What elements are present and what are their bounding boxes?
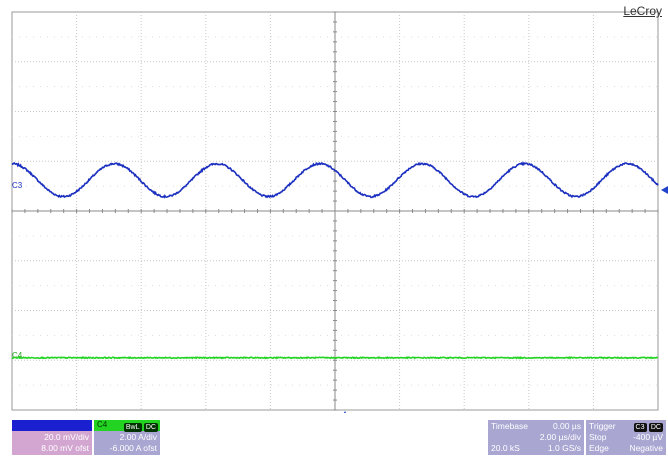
trigger-level: -400 µV bbox=[633, 432, 663, 442]
trigger-coupling-badge: DC bbox=[648, 423, 663, 432]
c4-coupling-badge: DC bbox=[143, 423, 158, 432]
brand-logo: LeCroy bbox=[623, 4, 662, 18]
c4-trace-marker-label: C4 bbox=[12, 351, 23, 360]
c4-trace bbox=[11, 355, 658, 360]
c4-bw-badge: BwL bbox=[123, 423, 142, 432]
trigger-slope: Negative bbox=[629, 443, 663, 453]
c4-label: C4 bbox=[97, 420, 108, 429]
trigger-label: Trigger bbox=[589, 421, 616, 431]
trigger-type: Edge bbox=[589, 443, 609, 453]
trigger-source-badge: C3 bbox=[633, 423, 647, 432]
trigger-level-marker[interactable] bbox=[661, 186, 668, 194]
c3-channel-panel[interactable]: 20.0 mV/div 8.00 mV ofst bbox=[12, 420, 92, 455]
trigger-panel[interactable]: Trigger C3 DC Stop -400 µV Edge Negative bbox=[586, 420, 666, 455]
timebase-panel[interactable]: Timebase 0.00 µs 2.00 µs/div 20.0 kS 1.0… bbox=[488, 420, 584, 455]
c3-scale: 20.0 mV/div bbox=[44, 432, 89, 442]
c3-trace-marker-label: C3 bbox=[12, 181, 23, 190]
c3-offset: 8.00 mV ofst bbox=[41, 443, 89, 453]
c3-trace bbox=[11, 161, 659, 199]
timebase-delay: 0.00 µs bbox=[552, 421, 581, 431]
graticule bbox=[11, 11, 659, 411]
timebase-per-div: 2.00 µs/div bbox=[539, 432, 581, 442]
timebase-rate: 1.0 GS/s bbox=[547, 443, 581, 453]
c4-scale: 2.00 A/div bbox=[119, 432, 157, 442]
timebase-samples: 20.0 kS bbox=[491, 443, 520, 453]
timebase-label: Timebase bbox=[491, 421, 529, 431]
trigger-mode: Stop bbox=[589, 432, 607, 442]
c4-offset: -6.000 A ofst bbox=[109, 443, 157, 453]
c4-channel-panel[interactable]: C4 BwL DC 2.00 A/div -6.000 A ofst bbox=[94, 420, 160, 455]
